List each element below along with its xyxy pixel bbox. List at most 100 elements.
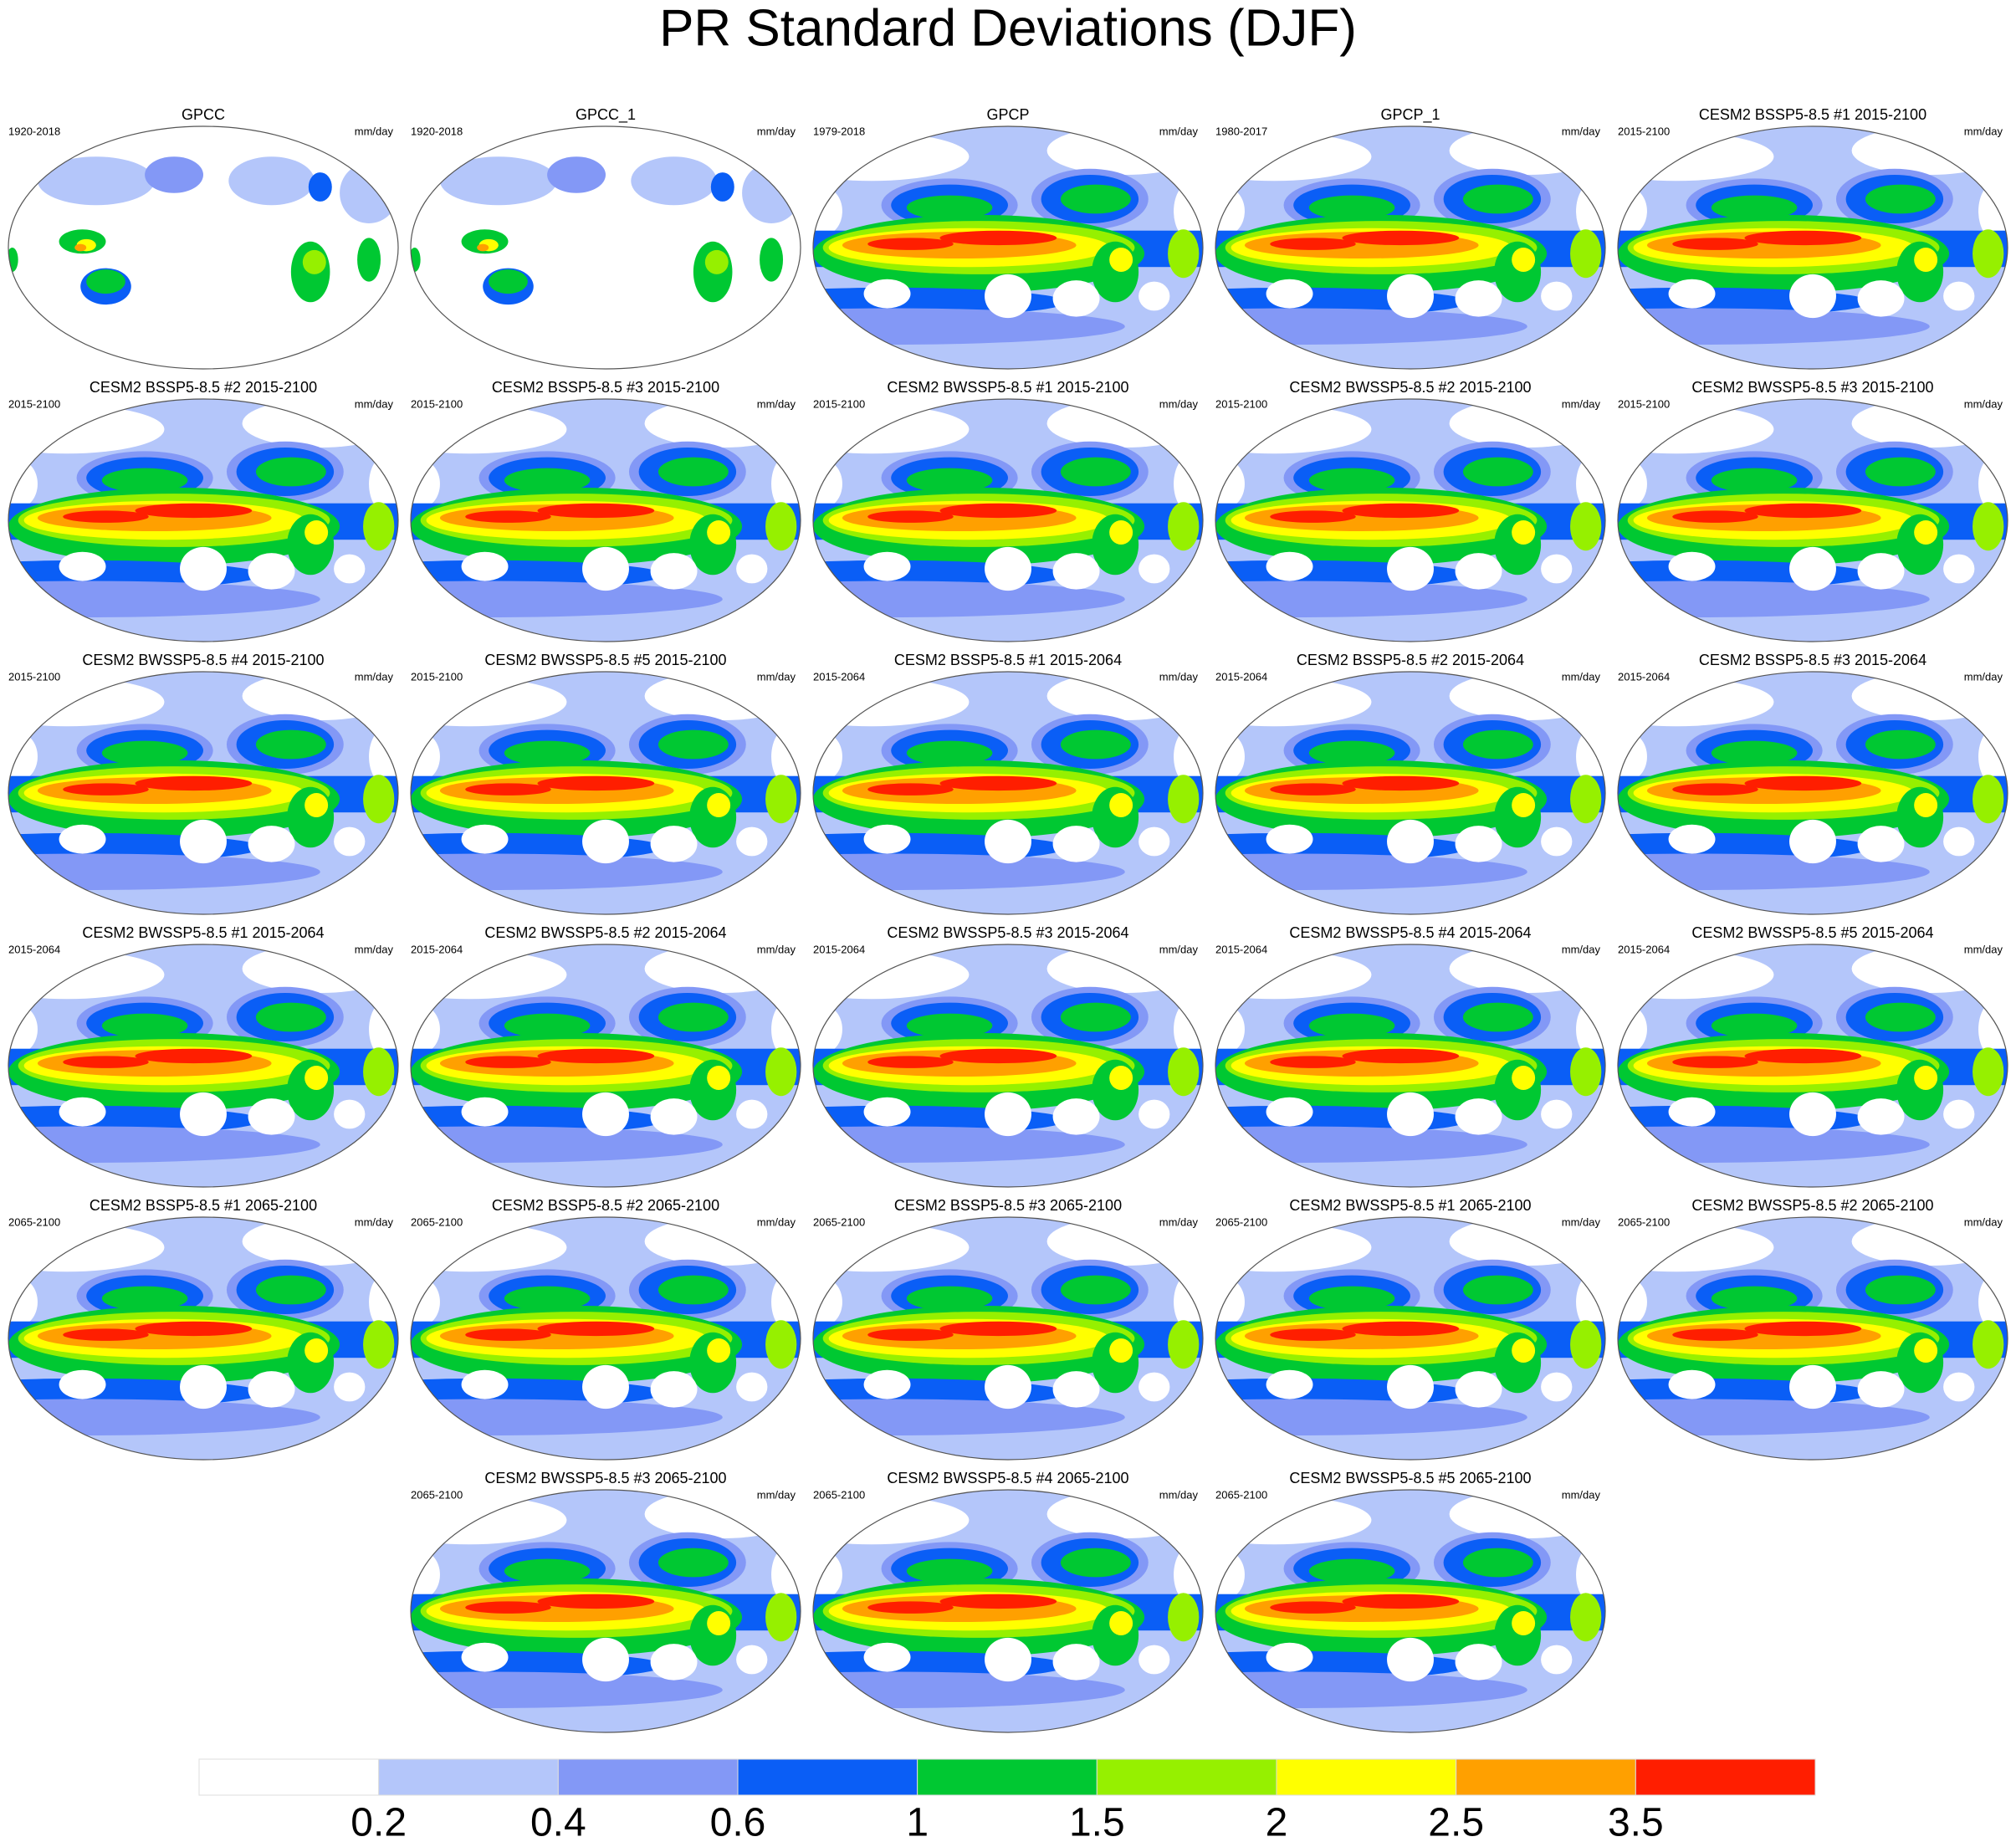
map-region bbox=[1138, 554, 1170, 584]
map-region bbox=[1618, 678, 1774, 727]
map-region bbox=[59, 1097, 106, 1127]
map-region bbox=[1512, 1066, 1536, 1090]
panel-units: mm/day bbox=[757, 1215, 796, 1228]
panel-title: CESM2 BWSSP5-8.5 #1 2065-2100 bbox=[1289, 1197, 1531, 1214]
map-region bbox=[863, 551, 911, 581]
map-region bbox=[1541, 554, 1573, 584]
map-region bbox=[411, 732, 440, 781]
map-region bbox=[1270, 783, 1356, 796]
map-region bbox=[736, 1645, 768, 1675]
map-region bbox=[813, 132, 970, 182]
map-region bbox=[248, 826, 295, 862]
map-region bbox=[1168, 502, 1200, 551]
panel-title: CESM2 BWSSP5-8.5 #2 2015-2064 bbox=[484, 924, 726, 941]
map-region bbox=[1270, 1328, 1356, 1341]
map-region bbox=[1138, 1099, 1170, 1129]
map-region bbox=[1342, 1048, 1460, 1064]
map-region bbox=[765, 1593, 797, 1642]
map-region bbox=[1570, 229, 1602, 279]
panel-units: mm/day bbox=[757, 943, 796, 955]
map-region bbox=[985, 1092, 1031, 1137]
map-region bbox=[1570, 1320, 1602, 1369]
map-region bbox=[1109, 1611, 1133, 1635]
panel-units: mm/day bbox=[1562, 1488, 1601, 1501]
panel-units: mm/day bbox=[1159, 670, 1199, 683]
map-region bbox=[813, 1005, 842, 1054]
colorbar-box bbox=[1096, 1758, 1277, 1796]
map-region bbox=[813, 405, 970, 454]
panel-units: mm/day bbox=[1159, 943, 1199, 955]
panel-units: mm/day bbox=[1562, 125, 1601, 137]
map-region bbox=[863, 1097, 911, 1127]
map-region bbox=[1512, 520, 1536, 545]
map-region bbox=[906, 468, 993, 493]
map-region bbox=[180, 1364, 227, 1410]
map-region bbox=[1744, 775, 1862, 791]
panel-period: 2015-2100 bbox=[1618, 125, 1670, 137]
map-region bbox=[1060, 1548, 1131, 1578]
map-region bbox=[1138, 281, 1170, 311]
map-region bbox=[255, 457, 326, 487]
map bbox=[1215, 1490, 1605, 1732]
colorbar-box bbox=[557, 1758, 739, 1796]
map-region bbox=[248, 1371, 295, 1408]
panel-period: 2065-2100 bbox=[411, 1488, 463, 1501]
map-outline bbox=[410, 1216, 801, 1461]
map-region bbox=[1857, 1371, 1905, 1408]
map-region bbox=[461, 551, 509, 581]
map-outline bbox=[1617, 944, 2008, 1188]
map-region bbox=[1270, 1056, 1356, 1068]
panel-units: mm/day bbox=[1964, 670, 2003, 683]
map-region bbox=[1308, 468, 1395, 493]
map bbox=[8, 399, 398, 642]
colorbar-box bbox=[378, 1758, 559, 1796]
map-region bbox=[304, 1338, 329, 1363]
panel-title: CESM2 BSSP5-8.5 #2 2015-2100 bbox=[90, 379, 317, 396]
colorbar-label: 2 bbox=[1266, 1801, 1288, 1845]
map-region bbox=[939, 1048, 1057, 1064]
map-region bbox=[1668, 824, 1716, 854]
map-region bbox=[1342, 230, 1460, 246]
map-region bbox=[1455, 1644, 1502, 1681]
panel-title: CESM2 BSSP5-8.5 #2 2015-2064 bbox=[1297, 652, 1524, 668]
map-region bbox=[74, 243, 87, 252]
map-region bbox=[1618, 950, 1774, 1000]
map-region bbox=[411, 1496, 567, 1545]
map-region bbox=[813, 459, 842, 509]
map bbox=[813, 1217, 1203, 1460]
map-region bbox=[1672, 1056, 1758, 1068]
map bbox=[411, 126, 801, 369]
map-region bbox=[180, 546, 227, 591]
map-region bbox=[1978, 1271, 2008, 1333]
map-region bbox=[1342, 503, 1460, 519]
map-region bbox=[867, 510, 954, 523]
map-region bbox=[867, 1328, 954, 1341]
map bbox=[411, 1490, 801, 1732]
panel-period: 2065-2100 bbox=[8, 1215, 60, 1228]
panel-period: 2065-2100 bbox=[813, 1488, 865, 1501]
map-region bbox=[1455, 826, 1502, 862]
panel-title: CESM2 BSSP5-8.5 #1 2065-2100 bbox=[90, 1197, 317, 1214]
map-region bbox=[1215, 459, 1245, 509]
panel-units: mm/day bbox=[757, 670, 796, 683]
map bbox=[813, 1490, 1203, 1732]
map-region bbox=[1865, 457, 1936, 487]
map-region bbox=[1857, 826, 1905, 862]
panel-period: 2065-2100 bbox=[1215, 1215, 1267, 1228]
map-region bbox=[742, 162, 801, 223]
map-region bbox=[1668, 1369, 1716, 1399]
map-region bbox=[1618, 1223, 1774, 1272]
panel-period: 2065-2100 bbox=[1215, 1488, 1267, 1501]
colorbar-label: 2.5 bbox=[1428, 1801, 1484, 1845]
map-region bbox=[135, 1321, 253, 1337]
map-region bbox=[1973, 775, 2004, 824]
map-region bbox=[736, 1099, 768, 1129]
map-region bbox=[985, 1364, 1031, 1410]
map-region bbox=[1978, 726, 2008, 787]
panel-title: CESM2 BWSSP5-8.5 #2 2065-2100 bbox=[1691, 1197, 1933, 1214]
map-region bbox=[1865, 184, 1936, 214]
map-region bbox=[1052, 280, 1100, 317]
map-outline bbox=[8, 944, 399, 1188]
map-region bbox=[1455, 1098, 1502, 1135]
map-region bbox=[765, 502, 797, 551]
